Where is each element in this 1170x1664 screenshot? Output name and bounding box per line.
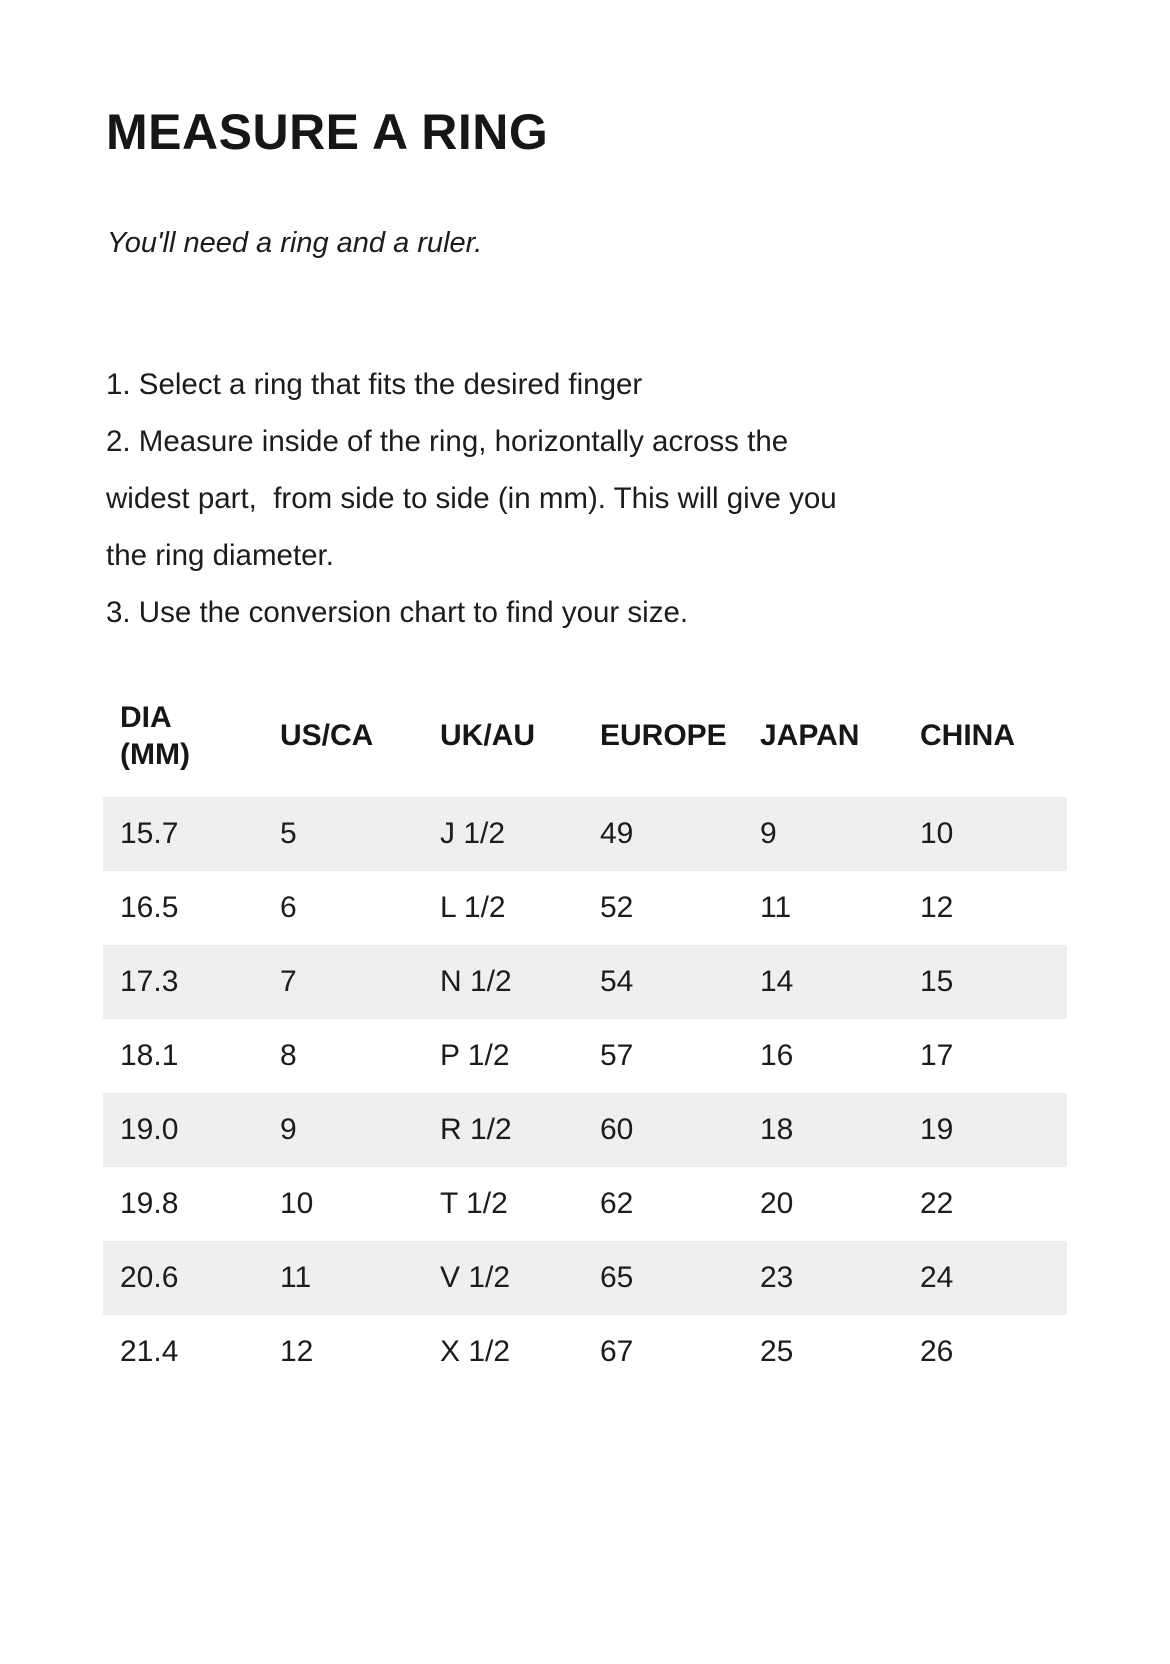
cell-europe: 54 bbox=[600, 965, 634, 998]
table-row: 17.3 7 N 1/2 54 14 15 bbox=[103, 945, 1067, 1019]
cell-uk-au: V 1/2 bbox=[440, 1261, 511, 1294]
cell-uk-au: X 1/2 bbox=[440, 1335, 511, 1368]
cell-china: 17 bbox=[920, 1039, 954, 1072]
cell-europe: 62 bbox=[600, 1187, 634, 1220]
cell-us-ca: 10 bbox=[280, 1187, 314, 1220]
cell-uk-au: J 1/2 bbox=[440, 817, 506, 850]
table-row: 20.6 11 V 1/2 65 23 24 bbox=[103, 1241, 1067, 1315]
table-row: 21.4 12 X 1/2 67 25 26 bbox=[103, 1315, 1067, 1389]
cell-europe: 57 bbox=[600, 1039, 634, 1072]
cell-dia: 19.0 bbox=[120, 1113, 179, 1146]
cell-japan: 20 bbox=[760, 1187, 794, 1220]
page-subtitle: You'll need a ring and a ruler. bbox=[107, 227, 483, 259]
table-row: 18.1 8 P 1/2 57 16 17 bbox=[103, 1019, 1067, 1093]
cell-dia: 20.6 bbox=[120, 1261, 179, 1294]
cell-dia: 18.1 bbox=[120, 1039, 179, 1072]
cell-dia: 21.4 bbox=[120, 1335, 179, 1368]
cell-japan: 11 bbox=[760, 891, 792, 924]
cell-china: 15 bbox=[920, 965, 954, 998]
cell-us-ca: 8 bbox=[280, 1039, 297, 1072]
instruction-step-2-line-1: 2. Measure inside of the ring, horizonta… bbox=[106, 425, 789, 458]
cell-china: 19 bbox=[920, 1113, 954, 1146]
cell-us-ca: 12 bbox=[280, 1335, 314, 1368]
cell-us-ca: 9 bbox=[280, 1113, 297, 1146]
cell-uk-au: N 1/2 bbox=[440, 965, 512, 998]
instructions-list: 1. Select a ring that fits the desired f… bbox=[106, 356, 1096, 641]
column-header-uk-au: UK/AU bbox=[440, 719, 535, 752]
cell-us-ca: 7 bbox=[280, 965, 297, 998]
cell-us-ca: 11 bbox=[280, 1261, 312, 1294]
cell-japan: 16 bbox=[760, 1039, 794, 1072]
cell-uk-au: L 1/2 bbox=[440, 891, 506, 924]
cell-dia: 16.5 bbox=[120, 891, 179, 924]
cell-japan: 23 bbox=[760, 1261, 794, 1294]
table-row: 15.7 5 J 1/2 49 9 10 bbox=[103, 797, 1067, 871]
cell-japan: 9 bbox=[760, 817, 777, 850]
cell-us-ca: 5 bbox=[280, 817, 297, 850]
column-header-us-ca: US/CA bbox=[280, 719, 374, 752]
column-header-china: CHINA bbox=[920, 719, 1015, 752]
cell-china: 26 bbox=[920, 1335, 954, 1368]
cell-europe: 52 bbox=[600, 891, 634, 924]
cell-europe: 49 bbox=[600, 817, 634, 850]
cell-china: 10 bbox=[920, 817, 954, 850]
ring-size-guide-page: MEASURE A RING You'll need a ring and a … bbox=[0, 104, 1170, 1389]
cell-china: 12 bbox=[920, 891, 954, 924]
cell-dia: 19.8 bbox=[120, 1187, 179, 1220]
page-title: MEASURE A RING bbox=[106, 104, 549, 160]
column-header-dia-mm: DIA (MM) bbox=[120, 700, 190, 771]
table-row: 16.5 6 L 1/2 52 11 12 bbox=[103, 871, 1067, 945]
cell-dia: 15.7 bbox=[120, 817, 179, 850]
cell-japan: 25 bbox=[760, 1335, 794, 1368]
cell-europe: 67 bbox=[600, 1335, 634, 1368]
cell-europe: 60 bbox=[600, 1113, 634, 1146]
column-header-europe: EUROPE bbox=[600, 719, 727, 752]
cell-japan: 18 bbox=[760, 1113, 794, 1146]
table-row: 19.8 10 T 1/2 62 20 22 bbox=[103, 1167, 1067, 1241]
table-row: 19.0 9 R 1/2 60 18 19 bbox=[103, 1093, 1067, 1167]
cell-china: 24 bbox=[920, 1261, 954, 1294]
column-header-japan: JAPAN bbox=[760, 719, 860, 752]
table-header-row: DIA (MM) US/CA UK/AU EUROPE JAPAN CHINA bbox=[103, 674, 1067, 797]
cell-uk-au: P 1/2 bbox=[440, 1039, 510, 1072]
ring-size-conversion-table: DIA (MM) US/CA UK/AU EUROPE JAPAN CHINA … bbox=[103, 674, 1067, 1389]
cell-uk-au: R 1/2 bbox=[440, 1113, 512, 1146]
cell-dia: 17.3 bbox=[120, 965, 179, 998]
instruction-step-3: 3. Use the conversion chart to find your… bbox=[106, 596, 689, 629]
instruction-step-2-line-2: widest part, from side to side (in mm). … bbox=[106, 482, 837, 515]
cell-europe: 65 bbox=[600, 1261, 634, 1294]
cell-china: 22 bbox=[920, 1187, 954, 1220]
instruction-step-2-line-3: the ring diameter. bbox=[106, 539, 334, 572]
instruction-step-1: 1. Select a ring that fits the desired f… bbox=[106, 368, 643, 401]
cell-us-ca: 6 bbox=[280, 891, 297, 924]
cell-uk-au: T 1/2 bbox=[440, 1187, 508, 1220]
cell-japan: 14 bbox=[760, 965, 794, 998]
